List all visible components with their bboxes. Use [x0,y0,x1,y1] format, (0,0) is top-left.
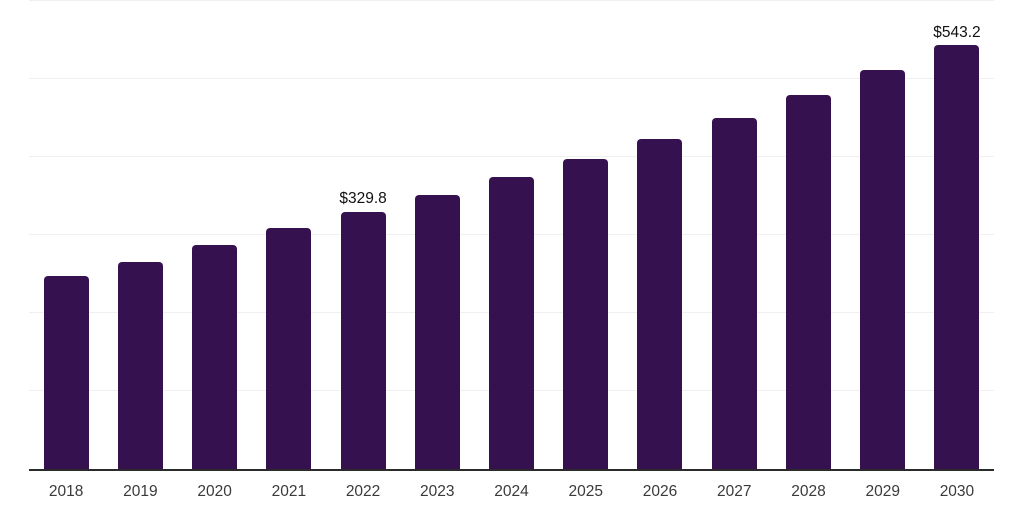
x-tick-label-2024: 2024 [494,483,529,500]
data-label-2030: $543.2 [933,23,981,41]
bar-2019 [117,261,163,469]
bar-slot-2024 [474,1,548,469]
bar-slot-2030: $543.2 [920,1,994,469]
x-tick-label-2026: 2026 [642,483,678,500]
gridline-600 [29,0,994,1]
bar-slot-2021 [252,1,326,469]
bar-2024 [489,177,535,469]
bar-2025 [563,158,609,469]
x-tick-label-2028: 2028 [791,483,826,500]
x-tick-label-2027: 2027 [716,483,752,500]
bars-container: $329.8 $543.2 [29,1,994,469]
bar-slot-2025 [549,1,623,469]
plot-area: $329.8 $543.2 [29,0,994,471]
x-tick-label-2023: 2023 [420,483,455,500]
bar-slot-2022: $329.8 [326,1,400,469]
gridline-400 [29,156,994,158]
bar-slot-2023 [400,1,474,469]
x-tick-label-2029: 2029 [865,483,900,500]
bar-2027 [711,117,757,469]
bar-slot-2019 [103,1,177,469]
bar-2026 [637,138,683,469]
bar-2023 [414,194,460,469]
bar-2018 [43,275,89,469]
x-tick-label-2030: 2030 [939,483,975,500]
bar-2020 [192,245,238,469]
x-tick-label-2018: 2018 [48,483,84,500]
x-tick-label-2021: 2021 [271,483,307,500]
data-label-2022: $329.8 [339,190,387,208]
x-tick-label-2025: 2025 [568,483,603,500]
x-tick-label-2019: 2019 [123,483,158,500]
x-tick-label-2022: 2022 [345,483,381,500]
bar-slot-2028 [771,1,845,469]
bar-slot-2029 [846,1,920,469]
bar-2028 [785,95,831,469]
x-axis-labels: 2018 2019 2020 2021 2022 2023 2024 2025 2026 2027… [29,471,994,500]
bar-2030 [934,45,980,469]
bar-slot-2018 [29,1,103,469]
bar-2021 [266,227,312,469]
gridline-500 [29,78,994,79]
bar-2029 [860,70,906,469]
x-tick-label-2020: 2020 [197,483,232,500]
bar-slot-2020 [177,1,251,469]
bar-slot-2026 [623,1,697,469]
bar-2022 [340,211,386,469]
bar-slot-2027 [697,1,771,469]
